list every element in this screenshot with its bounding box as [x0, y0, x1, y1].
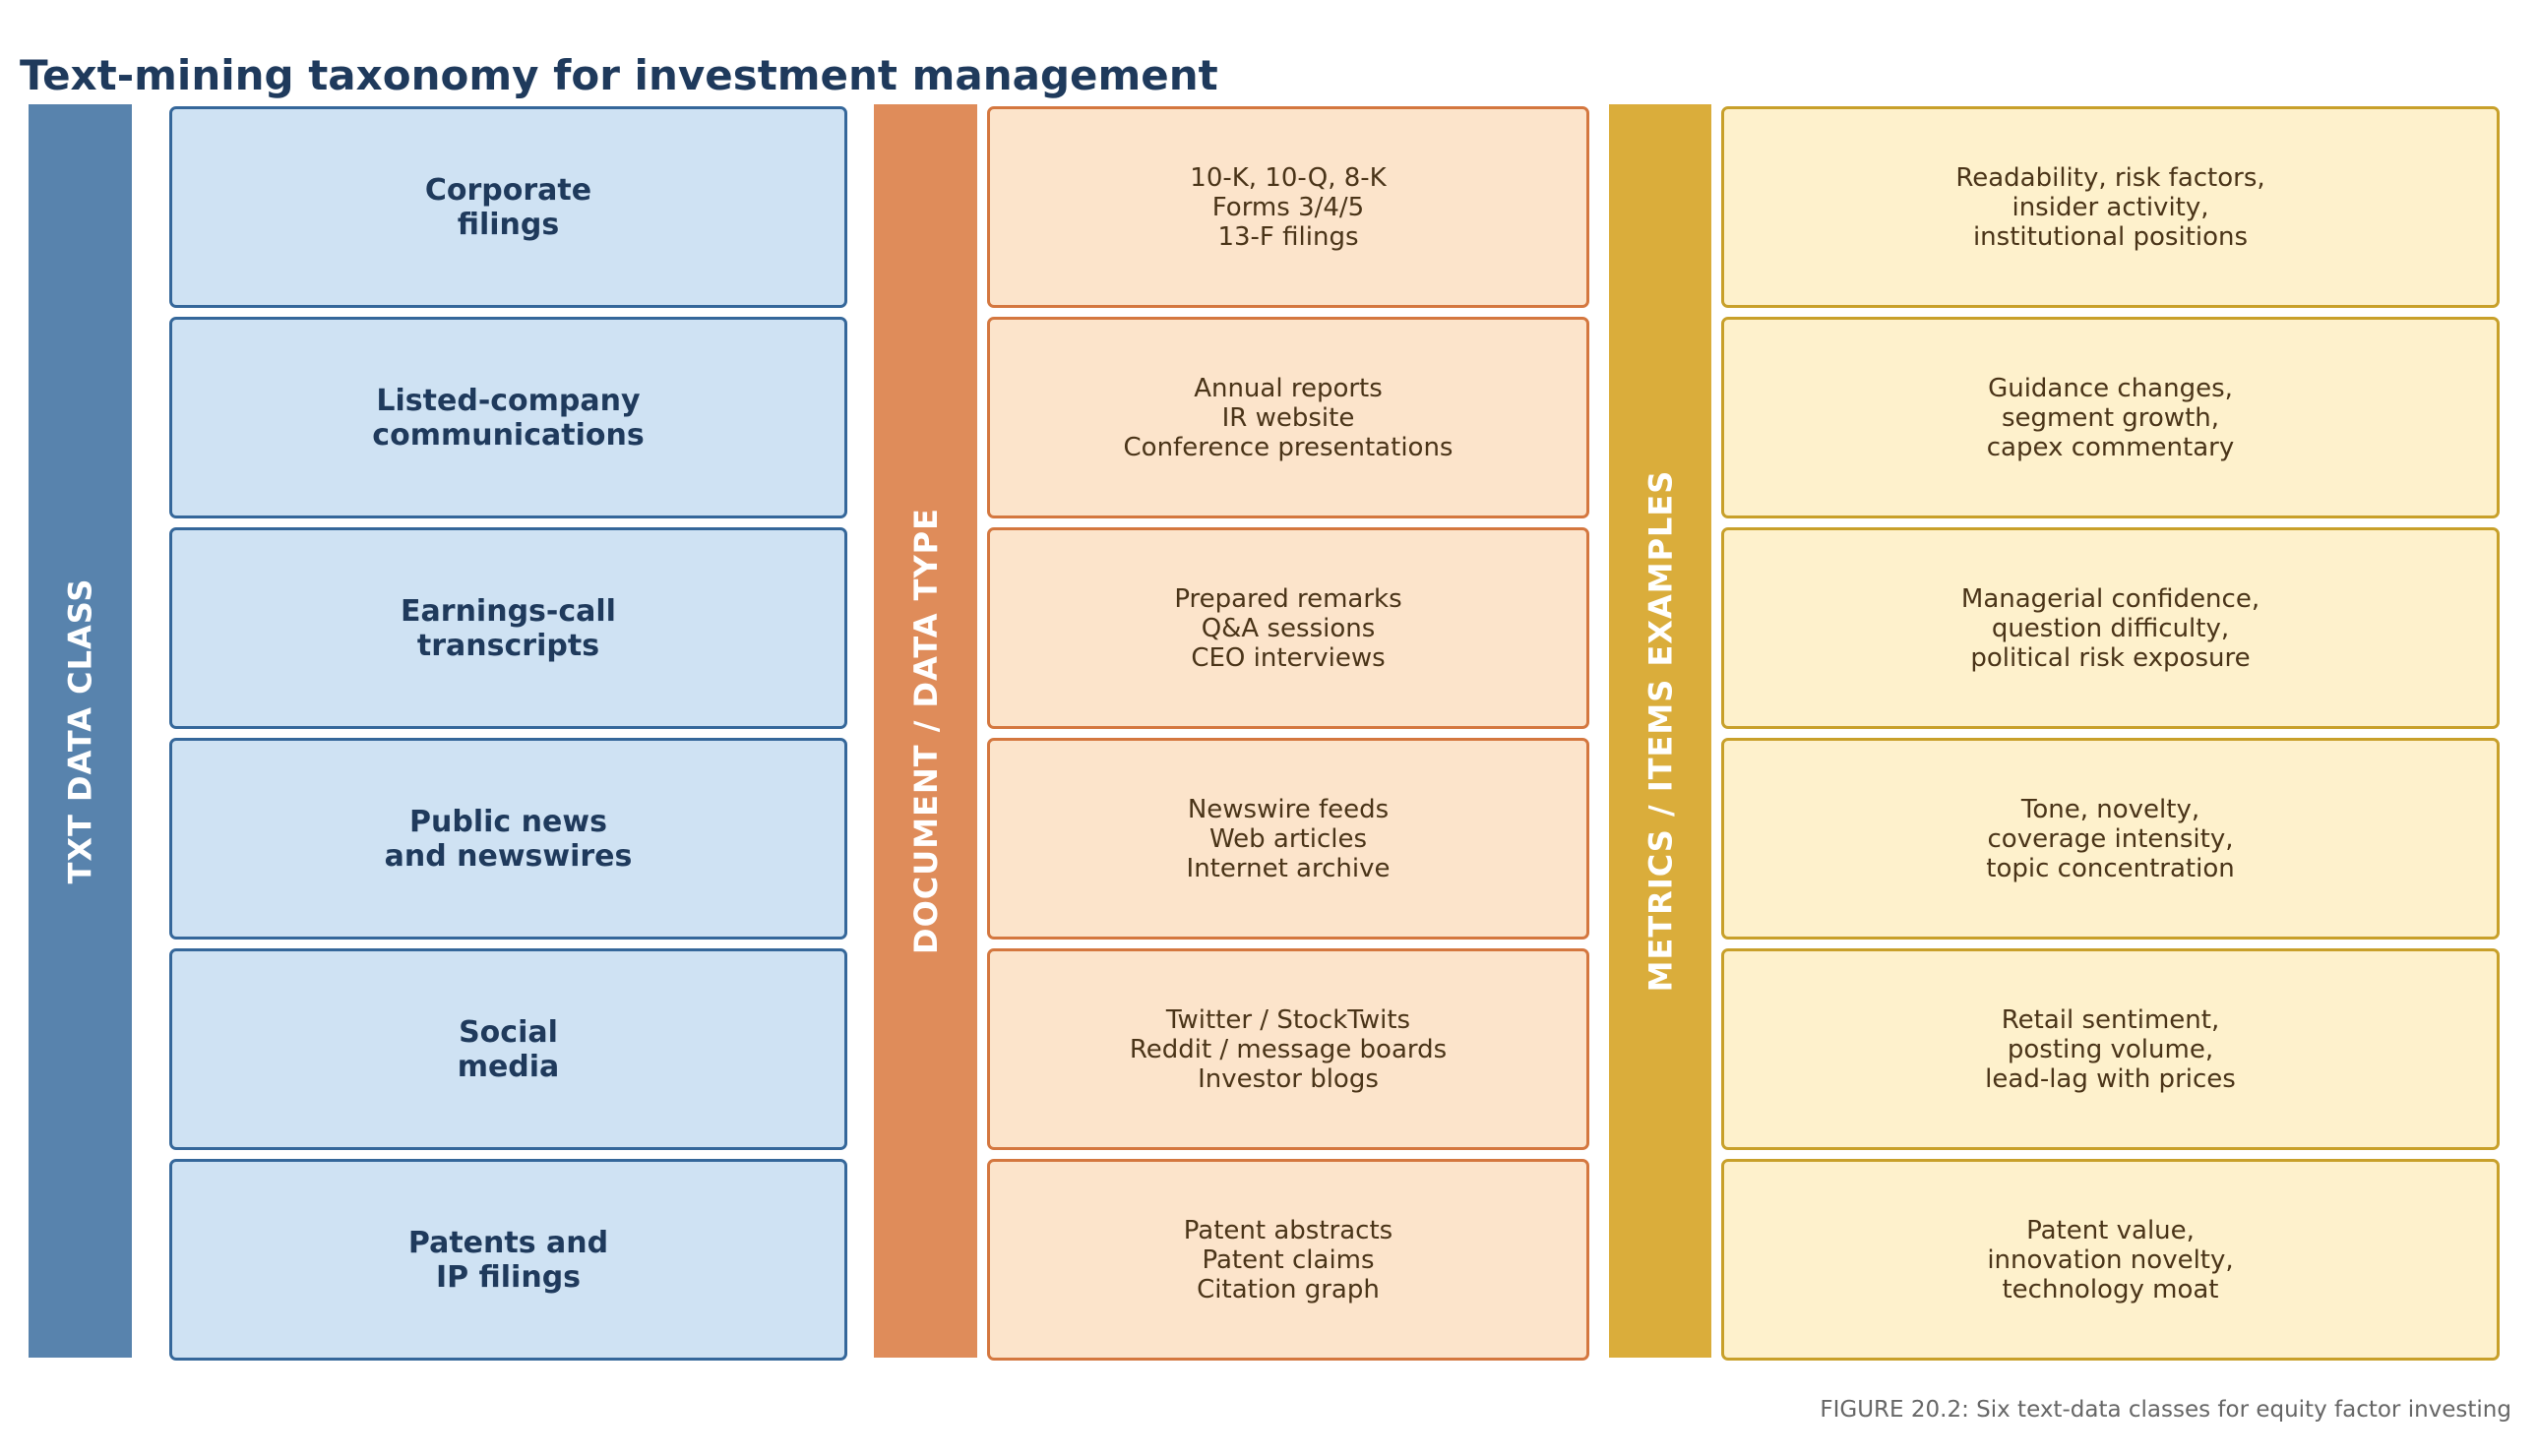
metrics-box: Managerial confidence, question difficul… — [1721, 527, 2500, 729]
class-band-label: TXT DATA CLASS — [61, 577, 99, 884]
metrics-band: METRICS / ITEMS EXAMPLES — [1609, 104, 1711, 1358]
class-box: Earnings-call transcripts — [169, 527, 847, 729]
metrics-column: Readability, risk factors, insider activ… — [1721, 106, 2500, 1361]
document-band-label: DOCUMENT / DATA TYPE — [906, 508, 945, 954]
document-box: Prepared remarks Q&A sessions CEO interv… — [987, 527, 1589, 729]
document-box: Patent abstracts Patent claims Citation … — [987, 1159, 1589, 1361]
class-box: Social media — [169, 948, 847, 1150]
document-box: 10-K, 10-Q, 8-K Forms 3/4/5 13-F filings — [987, 106, 1589, 308]
class-box: Corporate filings — [169, 106, 847, 308]
class-band: TXT DATA CLASS — [29, 104, 132, 1358]
class-box: Patents and IP filings — [169, 1159, 847, 1361]
class-box: Public news and newswires — [169, 738, 847, 940]
metrics-box: Readability, risk factors, insider activ… — [1721, 106, 2500, 308]
class-column: Corporate filings Listed-company communi… — [169, 106, 847, 1361]
page-title: Text-mining taxonomy for investment mana… — [20, 51, 1218, 99]
document-column: 10-K, 10-Q, 8-K Forms 3/4/5 13-F filings… — [987, 106, 1589, 1361]
document-box: Newswire feeds Web articles Internet arc… — [987, 738, 1589, 940]
figure-caption: FIGURE 20.2: Six text-data classes for e… — [1820, 1397, 2511, 1423]
document-band: DOCUMENT / DATA TYPE — [874, 104, 977, 1358]
document-box: Twitter / StockTwits Reddit / message bo… — [987, 948, 1589, 1150]
metrics-band-label: METRICS / ITEMS EXAMPLES — [1641, 469, 1679, 993]
document-box: Annual reports IR website Conference pre… — [987, 317, 1589, 518]
metrics-box: Guidance changes, segment growth, capex … — [1721, 317, 2500, 518]
metrics-box: Patent value, innovation novelty, techno… — [1721, 1159, 2500, 1361]
metrics-box: Retail sentiment, posting volume, lead-l… — [1721, 948, 2500, 1150]
metrics-box: Tone, novelty, coverage intensity, topic… — [1721, 738, 2500, 940]
class-box: Listed-company communications — [169, 317, 847, 518]
